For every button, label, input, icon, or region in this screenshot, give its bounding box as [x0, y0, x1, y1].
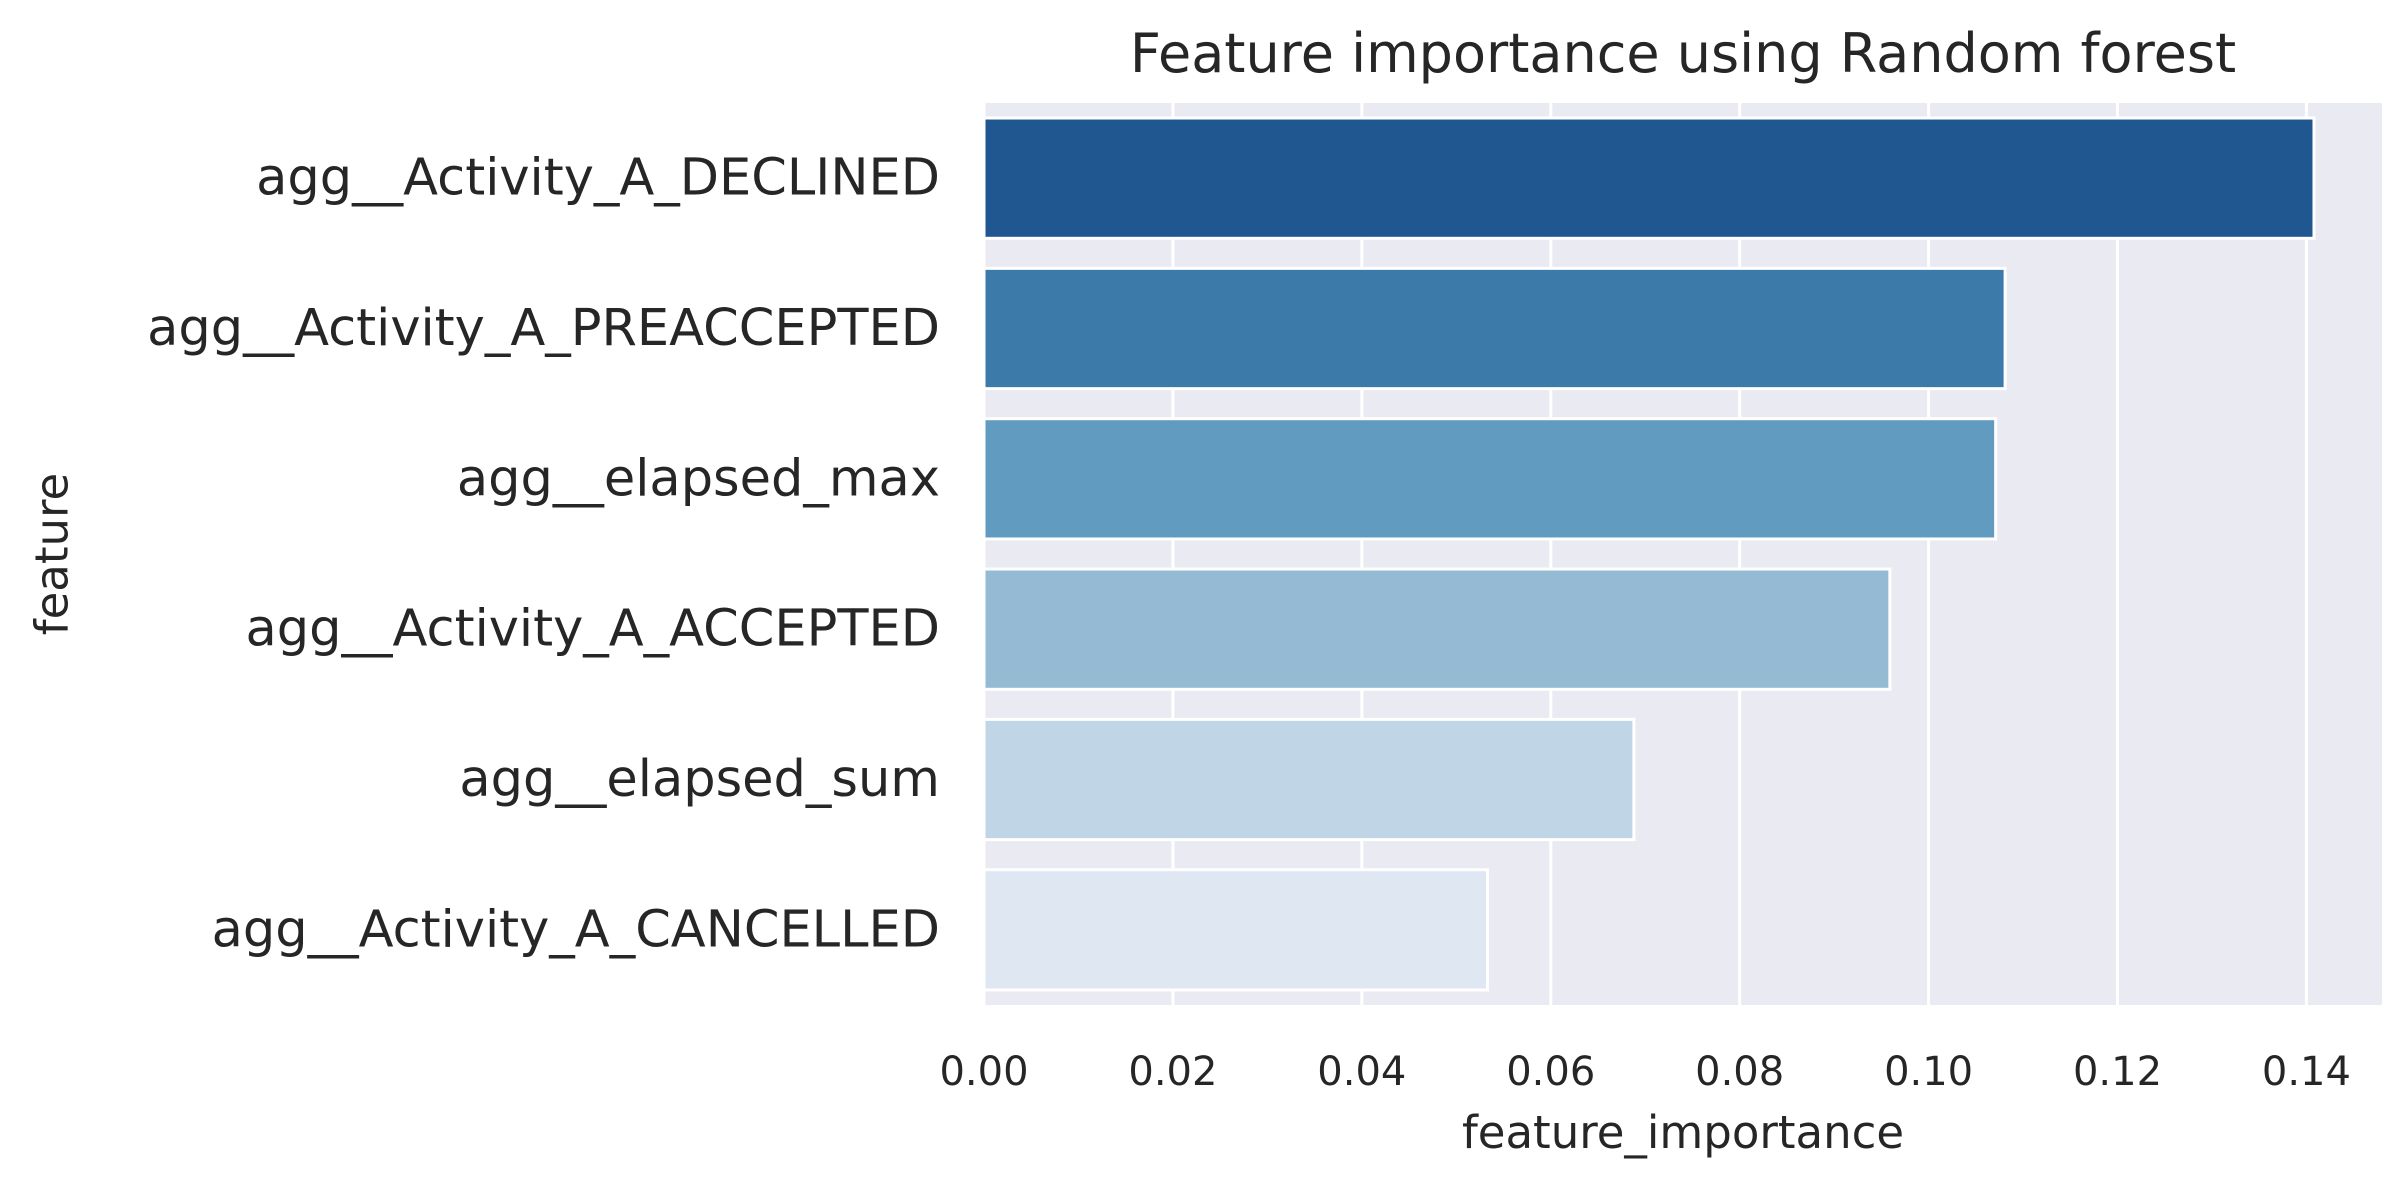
x-tick-label: 0.00: [939, 1049, 1028, 1095]
y-tick-labels: agg__Activity_A_DECLINED agg__Activity_A_…: [147, 149, 940, 960]
x-tick-label: 0.02: [1128, 1049, 1217, 1095]
x-axis-label: feature_importance: [1462, 1106, 1904, 1159]
bar: [982, 116, 2316, 240]
bar: [982, 567, 1892, 691]
chart-title: Feature importance using Random forest: [1130, 22, 2236, 85]
bar: [982, 868, 1489, 992]
gridlines: [982, 103, 2308, 1005]
bars: [982, 116, 2316, 992]
x-tick-label: 0.06: [1506, 1049, 1595, 1095]
y-tick-label: agg__elapsed_sum: [459, 750, 940, 809]
y-tick-label: agg__Activity_A_CANCELLED: [212, 900, 940, 959]
bar: [982, 717, 1636, 842]
bar: [982, 417, 1998, 541]
plot-background: [984, 103, 2382, 1005]
y-tick-label: agg__elapsed_max: [457, 449, 940, 508]
y-tick-label: agg__Activity_A_ACCEPTED: [246, 600, 940, 659]
y-tick-label: agg__Activity_A_DECLINED: [256, 149, 940, 208]
x-tick-label: 0.04: [1317, 1049, 1406, 1095]
x-tick-label: 0.14: [2262, 1049, 2351, 1095]
x-tick-label: 0.12: [2073, 1049, 2162, 1095]
bar: [982, 266, 2007, 391]
y-axis-label: feature: [26, 473, 79, 635]
x-tick-labels: 0.00 0.02 0.04 0.06 0.08 0.10 0.12 0.14: [939, 1049, 2350, 1095]
x-tick-label: 0.10: [1884, 1049, 1973, 1095]
x-tick-label: 0.08: [1695, 1049, 1784, 1095]
y-tick-label: agg__Activity_A_PREACCEPTED: [147, 299, 940, 358]
